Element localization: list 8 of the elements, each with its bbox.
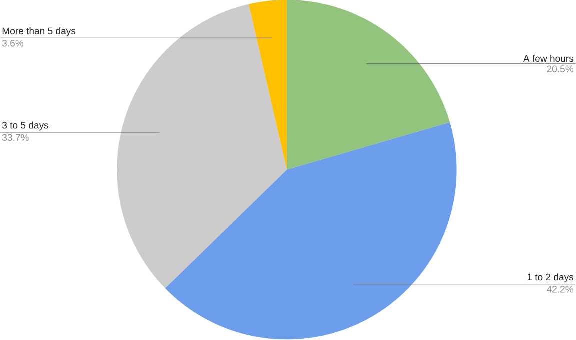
slice-label: A few hours	[523, 55, 574, 62]
slice-label: 1 to 2 days	[528, 274, 574, 283]
slice-label: More than 5 days	[2, 28, 76, 37]
slice-label: 3 to 5 days	[2, 122, 49, 131]
data-label: 42.2%	[547, 286, 574, 293]
data-label: 3.6%	[2, 40, 24, 47]
data-label: 33.7%	[2, 134, 29, 142]
data-label: 20.5%	[547, 66, 574, 73]
